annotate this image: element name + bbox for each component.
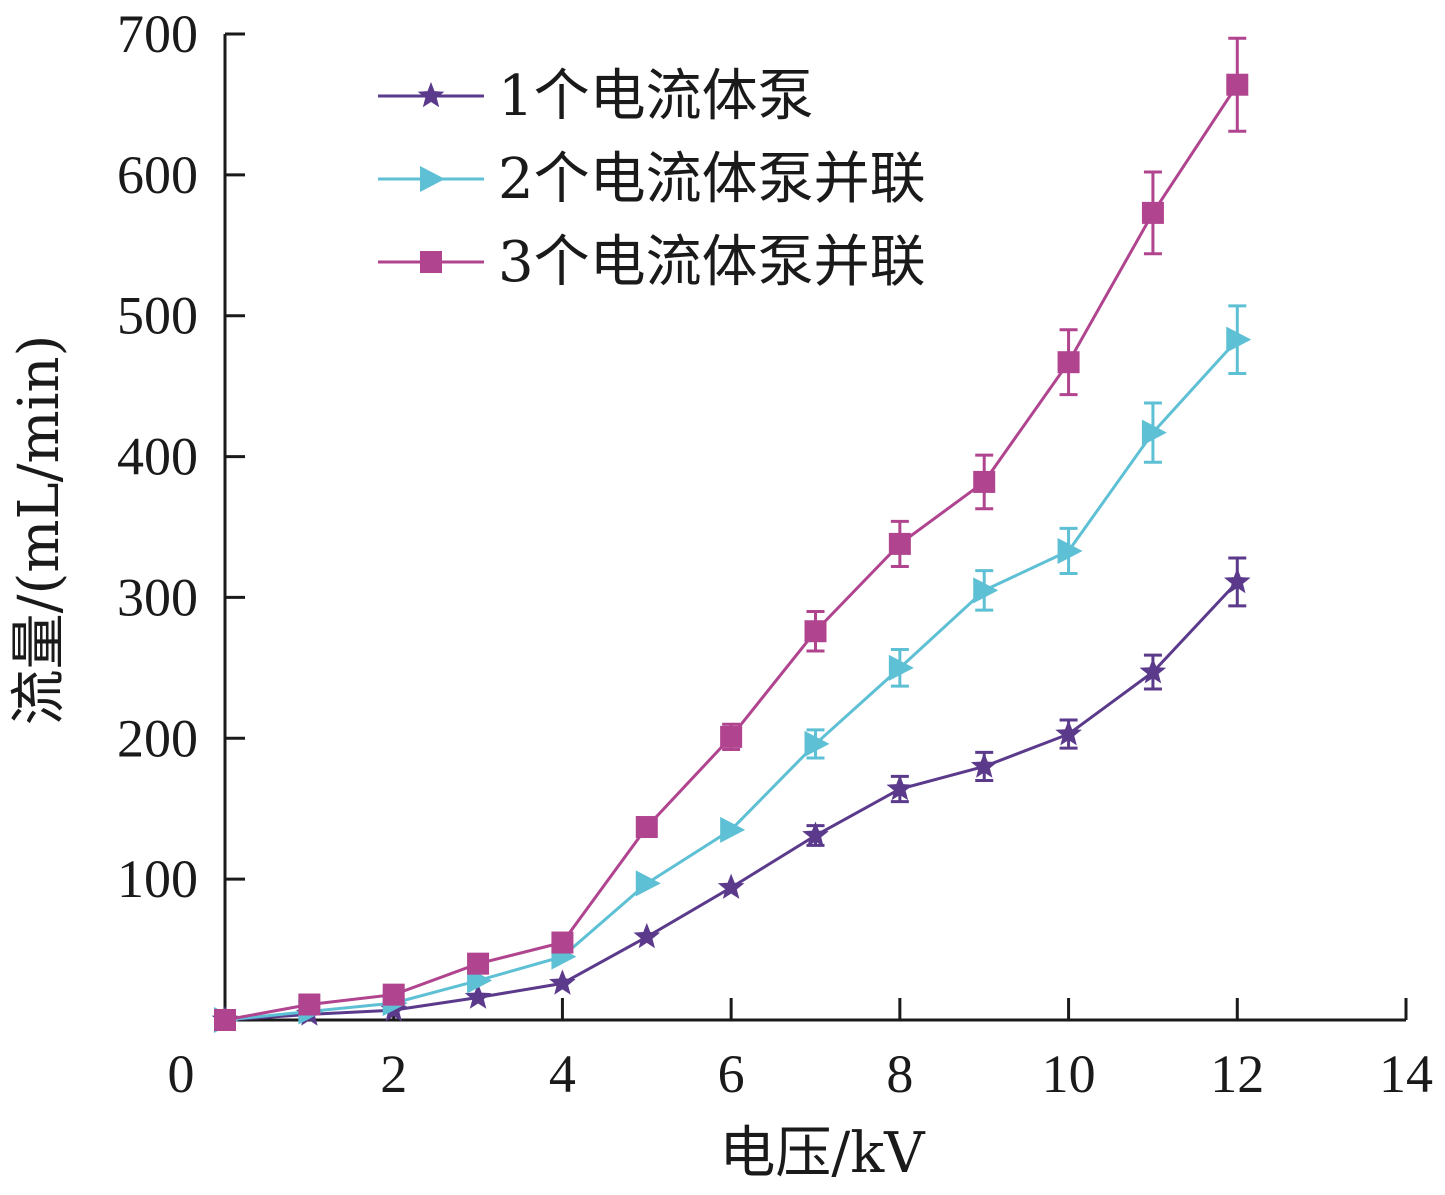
y-tick-label: 600 <box>117 145 198 205</box>
y-axis-title: 流量/(mL/min) <box>7 335 72 726</box>
x-tick-label: 0 <box>168 1044 195 1104</box>
data-point <box>717 873 745 899</box>
data-point <box>1057 351 1080 374</box>
y-tick-label: 400 <box>117 427 198 487</box>
data-point <box>1141 201 1164 224</box>
y-tick-label: 700 <box>117 4 198 64</box>
data-point <box>973 470 996 493</box>
legend-marker-triangle-right <box>420 166 445 192</box>
data-point <box>1226 73 1249 96</box>
legend-item-1: 1个电流体泵 <box>378 64 814 129</box>
data-point <box>549 969 576 995</box>
series-1-line <box>224 580 1239 1022</box>
data-point <box>802 821 829 847</box>
data-point <box>298 993 321 1016</box>
data-point <box>635 870 661 897</box>
axes: 0 2 4 6 8 10 12 14 100 200 300 400 500 600 700 <box>117 4 1433 1104</box>
series-3 <box>214 36 1249 1031</box>
data-point <box>1139 658 1167 684</box>
legend-item-3: 3个电流体泵并联 <box>378 230 926 295</box>
data-point <box>382 983 405 1006</box>
y-tick-label: 500 <box>117 286 198 346</box>
data-point <box>888 532 911 555</box>
x-tick-label: 6 <box>718 1044 745 1104</box>
data-point <box>973 577 999 604</box>
data-point <box>1057 537 1083 564</box>
data-point <box>633 922 661 949</box>
data-point <box>804 730 830 757</box>
x-tick-label: 8 <box>886 1044 913 1104</box>
y-tick-label: 200 <box>117 708 198 768</box>
x-axis-title: 电压/kV <box>719 1121 926 1186</box>
series-2 <box>214 304 1252 1033</box>
series-2-line <box>224 338 1239 1022</box>
x-tick-label: 2 <box>380 1044 407 1104</box>
data-point <box>214 1009 236 1031</box>
data-point <box>804 620 827 643</box>
data-point <box>1224 567 1251 594</box>
series-layer <box>211 36 1252 1033</box>
data-point <box>970 752 998 778</box>
data-point <box>886 775 914 801</box>
legend-label: 2个电流体泵并联 <box>498 147 926 212</box>
legend-label: 3个电流体泵并联 <box>498 230 926 295</box>
legend-label: 1个电流体泵 <box>498 64 814 129</box>
y-tick-label: 300 <box>117 567 198 627</box>
data-point <box>635 816 658 839</box>
data-point <box>1141 419 1167 446</box>
data-point <box>888 654 914 681</box>
legend-marker-square <box>420 251 442 273</box>
legend-marker-star <box>417 82 445 108</box>
x-tick-label: 14 <box>1379 1044 1433 1104</box>
legend: 1个电流体泵 2个电流体泵并联 3个电流体泵并联 <box>378 64 926 295</box>
x-tick-label: 4 <box>549 1044 576 1104</box>
data-point <box>467 952 490 975</box>
data-point <box>720 816 746 843</box>
series-1 <box>211 556 1251 1032</box>
x-tick-label: 12 <box>1210 1044 1264 1104</box>
data-point <box>464 983 492 1009</box>
data-point <box>551 931 574 954</box>
y-tick-label: 100 <box>117 849 198 909</box>
data-point <box>1226 326 1252 353</box>
legend-item-2: 2个电流体泵并联 <box>378 147 926 212</box>
data-point <box>1055 720 1082 746</box>
data-point <box>720 725 743 748</box>
x-tick-label: 10 <box>1042 1044 1096 1104</box>
